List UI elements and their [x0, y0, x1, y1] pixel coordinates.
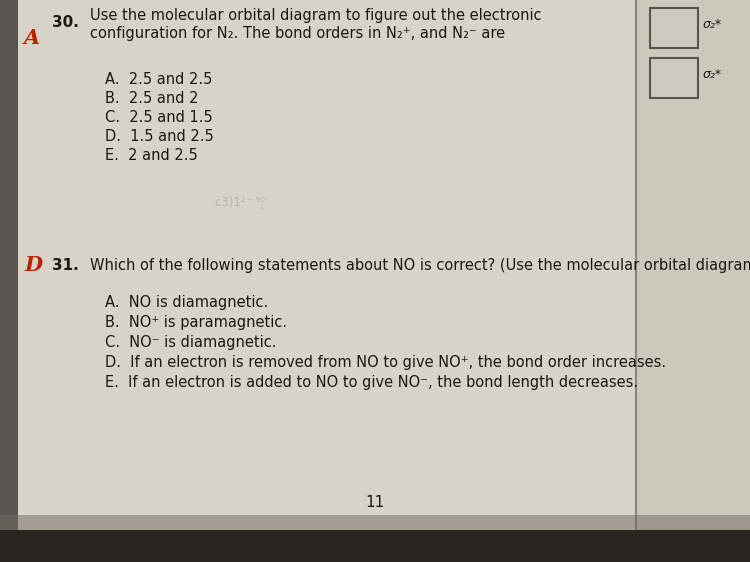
Text: D.  If an electron is removed from NO to give NO⁺, the bond order increases.: D. If an electron is removed from NO to …: [105, 355, 666, 370]
Text: A.  2.5 and 2.5: A. 2.5 and 2.5: [105, 72, 212, 87]
Bar: [0, 515, 750, 533]
Text: configuration for N₂. The bond orders in N₂⁺, and N₂⁻ are: configuration for N₂. The bond orders in…: [90, 26, 506, 41]
Bar: [0, 530, 750, 562]
Text: E.  2 and 2.5: E. 2 and 2.5: [105, 148, 198, 163]
Bar: [650, 8, 698, 48]
Text: Use the molecular orbital diagram to figure out the electronic: Use the molecular orbital diagram to fig…: [90, 8, 542, 23]
Text: A.  NO is diamagnetic.: A. NO is diamagnetic.: [105, 295, 268, 310]
Text: 30.: 30.: [52, 15, 79, 30]
Text: 11: 11: [365, 495, 385, 510]
Text: c3)1²⁻ ⁹⁰̨: c3)1²⁻ ⁹⁰̨: [215, 195, 265, 208]
Text: Which of the following statements about NO is correct? (Use the molecular orbita: Which of the following statements about …: [90, 258, 750, 273]
Text: E.  If an electron is added to NO to give NO⁻, the bond length decreases.: E. If an electron is added to NO to give…: [105, 375, 638, 390]
Bar: [15, 0, 635, 540]
Text: B.  2.5 and 2: B. 2.5 and 2: [105, 91, 199, 106]
Text: A: A: [24, 28, 40, 48]
Text: σ₂*: σ₂*: [703, 67, 722, 80]
Text: B.  NO⁺ is paramagnetic.: B. NO⁺ is paramagnetic.: [105, 315, 287, 330]
Bar: [0, 0, 18, 562]
Text: D: D: [24, 255, 42, 275]
Bar: [650, 58, 698, 98]
Text: σ₂*: σ₂*: [703, 17, 722, 30]
Text: 31.: 31.: [52, 258, 79, 273]
Text: D.  1.5 and 2.5: D. 1.5 and 2.5: [105, 129, 214, 144]
Text: C.  NO⁻ is diamagnetic.: C. NO⁻ is diamagnetic.: [105, 335, 277, 350]
Bar: [635, 0, 750, 540]
Text: C.  2.5 and 1.5: C. 2.5 and 1.5: [105, 110, 213, 125]
